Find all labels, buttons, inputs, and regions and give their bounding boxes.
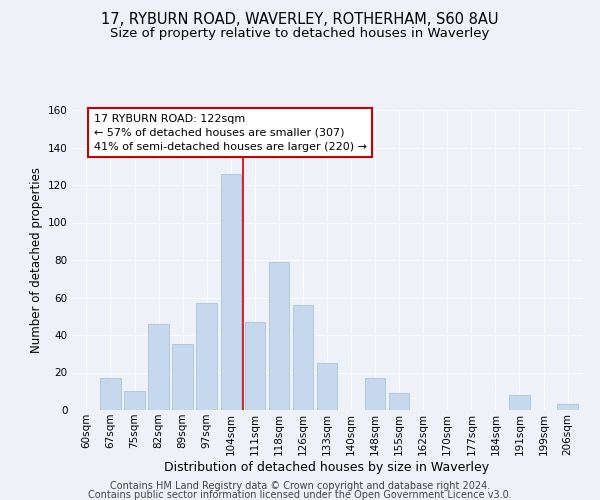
Bar xyxy=(317,363,337,410)
Bar xyxy=(509,395,530,410)
Text: Contains HM Land Registry data © Crown copyright and database right 2024.: Contains HM Land Registry data © Crown c… xyxy=(110,481,490,491)
Bar xyxy=(293,305,313,410)
Bar xyxy=(269,262,289,410)
Bar xyxy=(365,378,385,410)
Y-axis label: Number of detached properties: Number of detached properties xyxy=(29,167,43,353)
Bar xyxy=(148,324,169,410)
Text: 17 RYBURN ROAD: 122sqm
← 57% of detached houses are smaller (307)
41% of semi-de: 17 RYBURN ROAD: 122sqm ← 57% of detached… xyxy=(94,114,367,152)
Text: 17, RYBURN ROAD, WAVERLEY, ROTHERHAM, S60 8AU: 17, RYBURN ROAD, WAVERLEY, ROTHERHAM, S6… xyxy=(101,12,499,28)
Bar xyxy=(196,303,217,410)
Text: Distribution of detached houses by size in Waverley: Distribution of detached houses by size … xyxy=(164,461,490,474)
Text: Size of property relative to detached houses in Waverley: Size of property relative to detached ho… xyxy=(110,28,490,40)
Bar xyxy=(172,344,193,410)
Bar xyxy=(245,322,265,410)
Bar xyxy=(221,174,241,410)
Bar xyxy=(389,393,409,410)
Text: Contains public sector information licensed under the Open Government Licence v3: Contains public sector information licen… xyxy=(88,490,512,500)
Bar xyxy=(557,404,578,410)
Bar xyxy=(124,391,145,410)
Bar xyxy=(100,378,121,410)
